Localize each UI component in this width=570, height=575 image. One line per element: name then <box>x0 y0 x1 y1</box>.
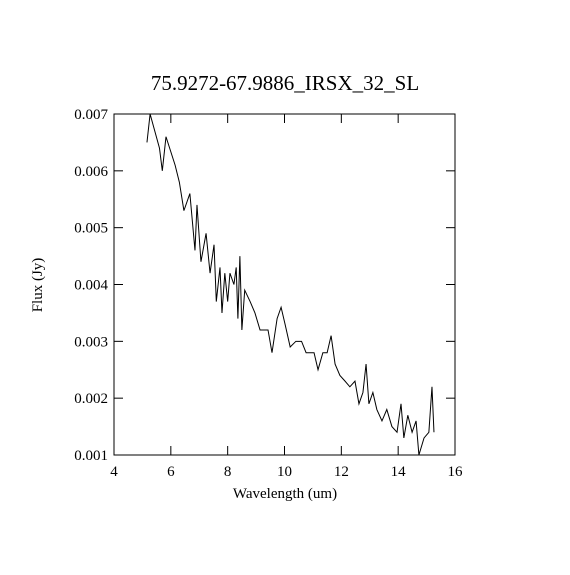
y-tick-label: 0.003 <box>74 334 108 350</box>
x-tick-label: 12 <box>334 464 349 480</box>
y-tick-label: 0.006 <box>74 164 108 180</box>
x-tick-label: 16 <box>448 464 464 480</box>
x-axis-label: Wavelength (um) <box>233 486 337 502</box>
y-tick-label: 0.007 <box>74 107 108 123</box>
y-tick-label: 0.001 <box>74 448 108 464</box>
y-tick-label: 0.005 <box>74 221 108 237</box>
y-axis-label: Flux (Jy) <box>30 258 46 313</box>
x-tick-label: 14 <box>391 464 407 480</box>
y-tick-label: 0.002 <box>74 391 108 407</box>
x-tick-label: 8 <box>224 464 232 480</box>
chart-title: 75.9272-67.9886_IRSX_32_SL <box>151 71 419 95</box>
x-tick-label: 10 <box>277 464 292 480</box>
y-tick-label: 0.004 <box>74 278 108 294</box>
spectrum-line <box>146 113 435 456</box>
x-tick-label: 6 <box>167 464 175 480</box>
x-tick-label: 4 <box>110 464 118 480</box>
